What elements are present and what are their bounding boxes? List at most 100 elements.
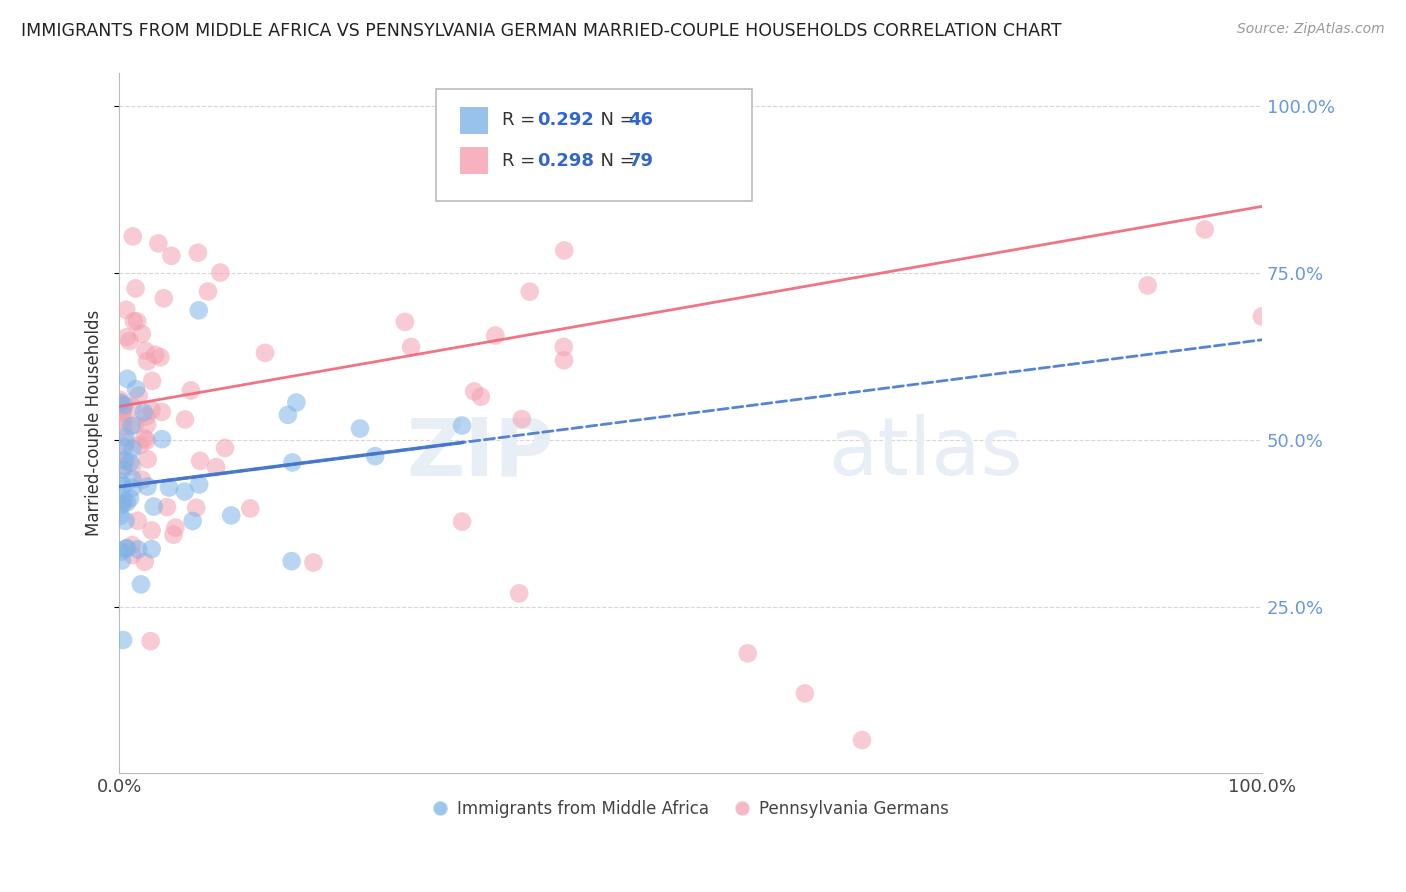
Point — [125, 382, 148, 396]
Point — [253, 346, 276, 360]
Point — [121, 418, 143, 433]
Point — [135, 409, 157, 424]
Point — [118, 334, 141, 348]
Point — [214, 441, 236, 455]
Point — [132, 405, 155, 419]
Point — [463, 384, 485, 399]
Point — [131, 473, 153, 487]
Point — [114, 440, 136, 454]
Point — [128, 388, 150, 402]
Point — [737, 646, 759, 660]
Point — [186, 500, 208, 515]
Point — [121, 229, 143, 244]
Point — [114, 430, 136, 444]
Text: 0.298: 0.298 — [537, 152, 595, 169]
Point — [120, 455, 142, 469]
Point — [187, 303, 209, 318]
Text: 79: 79 — [628, 152, 654, 169]
Point — [508, 586, 530, 600]
Point — [364, 449, 387, 463]
Point — [121, 538, 143, 552]
Point — [121, 548, 143, 562]
Point — [156, 500, 179, 515]
Point — [470, 390, 492, 404]
Point — [112, 458, 135, 473]
Point — [174, 412, 197, 426]
Point — [150, 405, 173, 419]
Point — [115, 435, 138, 450]
Point — [143, 348, 166, 362]
Point — [136, 480, 159, 494]
Point — [165, 521, 187, 535]
Point — [519, 285, 541, 299]
Point — [484, 328, 506, 343]
Point — [112, 398, 135, 412]
Point — [197, 285, 219, 299]
Point — [553, 340, 575, 354]
Point — [135, 434, 157, 448]
Point — [181, 514, 204, 528]
Text: N =: N = — [589, 112, 641, 129]
Text: atlas: atlas — [828, 414, 1022, 492]
Point — [110, 396, 132, 410]
Point — [112, 419, 135, 434]
Point — [349, 421, 371, 435]
Point — [134, 343, 156, 358]
Point — [112, 492, 135, 507]
Point — [111, 405, 134, 419]
Point — [150, 432, 173, 446]
Point — [139, 634, 162, 648]
Point — [134, 431, 156, 445]
Point — [136, 417, 159, 432]
Point — [117, 372, 139, 386]
Point — [110, 475, 132, 489]
Point — [110, 544, 132, 558]
Text: Source: ZipAtlas.com: Source: ZipAtlas.com — [1237, 22, 1385, 37]
Point — [188, 477, 211, 491]
Point — [110, 453, 132, 467]
Point — [141, 374, 163, 388]
Point — [111, 403, 134, 417]
Point — [114, 453, 136, 467]
Point — [510, 412, 533, 426]
Point — [451, 418, 474, 433]
Point — [281, 455, 304, 469]
Point — [121, 442, 143, 456]
Legend: Immigrants from Middle Africa, Pennsylvania Germans: Immigrants from Middle Africa, Pennsylva… — [426, 793, 956, 824]
Point — [129, 438, 152, 452]
Point — [111, 553, 134, 567]
Point — [136, 452, 159, 467]
Point — [121, 459, 143, 474]
Point — [1136, 278, 1159, 293]
Point — [187, 245, 209, 260]
Point — [209, 266, 232, 280]
Point — [110, 392, 132, 407]
Text: 46: 46 — [628, 112, 654, 129]
Point — [110, 508, 132, 523]
Point — [157, 481, 180, 495]
Point — [110, 395, 132, 409]
Point — [115, 330, 138, 344]
Point — [141, 542, 163, 557]
Point — [285, 395, 308, 409]
Point — [188, 454, 211, 468]
Point — [115, 302, 138, 317]
Point — [114, 514, 136, 528]
Text: R =: R = — [502, 112, 541, 129]
Point — [180, 384, 202, 398]
Text: N =: N = — [589, 152, 641, 169]
Point — [793, 686, 815, 700]
Point — [129, 577, 152, 591]
Point — [141, 402, 163, 417]
Text: IMMIGRANTS FROM MIDDLE AFRICA VS PENNSYLVANIA GERMAN MARRIED-COUPLE HOUSEHOLDS C: IMMIGRANTS FROM MIDDLE AFRICA VS PENNSYL… — [21, 22, 1062, 40]
Point — [114, 541, 136, 556]
Point — [162, 527, 184, 541]
Point — [115, 495, 138, 509]
Point — [131, 326, 153, 341]
Point — [553, 244, 575, 258]
Point — [239, 501, 262, 516]
Point — [111, 479, 134, 493]
Point — [122, 314, 145, 328]
Point — [205, 460, 228, 475]
Point — [111, 413, 134, 427]
